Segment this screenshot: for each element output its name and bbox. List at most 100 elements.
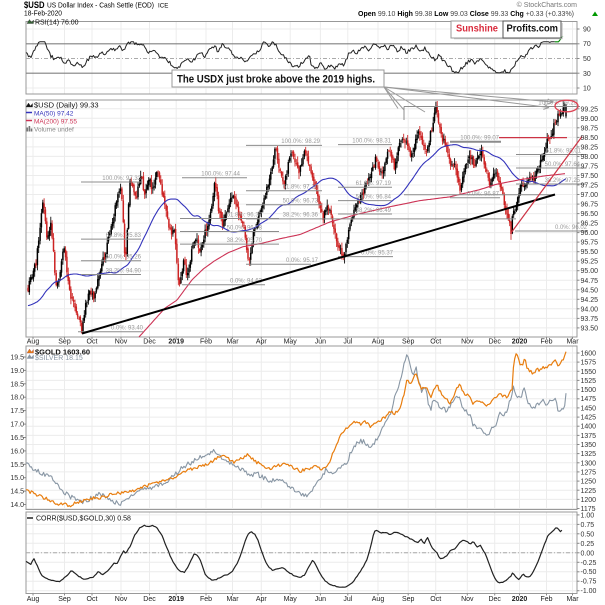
svg-text:Sep: Sep [58,596,71,603]
svg-text:ICE: ICE [158,3,168,10]
svg-text:1175: 1175 [581,506,596,513]
svg-text:0.25: 0.25 [581,541,595,548]
svg-text:1225: 1225 [581,488,597,495]
svg-text:61.8%: 95.83: 61.8%: 95.83 [106,233,142,239]
svg-text:100.0%: 99.25: 100.0%: 99.25 [538,100,577,106]
svg-text:94.25: 94.25 [581,297,599,304]
svg-text:100.0%: 99.07: 100.0%: 99.07 [460,136,499,142]
svg-text:Dec: Dec [143,596,156,603]
svg-text:Nov: Nov [461,339,474,346]
svg-text:Apr: Apr [256,339,268,346]
svg-text:50.0%: 96.73: 50.0%: 96.73 [283,199,319,205]
svg-text:2019: 2019 [168,339,184,346]
svg-text:97.25: 97.25 [581,183,599,190]
svg-text:1400: 1400 [581,424,597,431]
svg-text:0.75: 0.75 [581,522,595,529]
svg-text:1300: 1300 [581,460,597,467]
svg-text:50.0%: 96.03: 50.0%: 96.03 [227,225,263,231]
svg-text:Mar: Mar [566,596,579,603]
svg-text:90: 90 [583,27,591,34]
svg-text:99.25: 99.25 [581,106,599,113]
svg-text:61.8%: 97.19: 61.8%: 97.19 [356,181,392,187]
svg-text:61.8%: 97.10: 61.8%: 97.10 [283,185,319,191]
svg-text:96.75: 96.75 [581,202,599,209]
svg-text:Sep: Sep [58,339,71,346]
svg-text:Oct: Oct [430,339,441,346]
svg-text:1350: 1350 [581,442,597,449]
svg-text:1575: 1575 [581,360,597,367]
svg-text:Oct: Oct [87,596,98,603]
svg-text:0.0%: 94.63: 0.0%: 94.63 [230,279,263,285]
svg-text:Open 99.10 High 99.38 Low 99.0: Open 99.10 High 99.38 Low 99.03 Close 99… [358,11,574,18]
svg-text:Sep: Sep [402,339,415,346]
svg-text:Jul: Jul [343,339,352,346]
svg-text:0.0%: 96.02: 0.0%: 96.02 [555,225,588,231]
svg-text:2019: 2019 [168,596,184,603]
svg-text:Nov: Nov [115,339,128,346]
svg-text:Oct: Oct [87,339,98,346]
svg-text:50.0%: 97.64: 50.0%: 97.64 [545,162,581,168]
svg-text:30: 30 [583,71,591,78]
svg-text:Mar: Mar [566,339,579,346]
svg-text:Mar: Mar [226,596,239,603]
svg-text:1500: 1500 [581,387,597,394]
svg-text:Profits.com: Profits.com [507,23,559,35]
svg-text:Jun: Jun [315,339,326,346]
svg-text:-0.75: -0.75 [581,579,597,586]
svg-text:0.0%: 93.40: 0.0%: 93.40 [111,326,144,332]
svg-text:98.25: 98.25 [581,144,599,151]
svg-text:-1.00: -1.00 [581,588,597,595]
svg-text:96.00: 96.00 [581,230,599,237]
svg-text:93.75: 93.75 [581,316,599,323]
svg-text:94.50: 94.50 [581,287,599,294]
svg-text:Oct: Oct [430,596,441,603]
svg-text:96.25: 96.25 [581,221,599,228]
svg-text:2020: 2020 [512,339,528,346]
svg-text:Nov: Nov [115,596,128,603]
svg-text:May: May [284,339,298,346]
svg-text:Volume undef: Volume undef [34,127,74,134]
svg-text:May: May [284,596,298,603]
svg-text:38.2%: 94.90: 38.2%: 94.90 [106,268,142,274]
svg-text:18.5: 18.5 [10,381,24,388]
svg-text:50.0%: 96.84: 50.0%: 96.84 [356,194,392,200]
svg-text:14.5: 14.5 [10,489,24,496]
svg-text:$USD: $USD [24,0,45,11]
svg-text:38.2%: 96.36: 38.2%: 96.36 [283,213,319,219]
svg-text:18-Feb-2020: 18-Feb-2020 [24,9,62,18]
svg-text:98.00: 98.00 [581,154,599,161]
svg-text:Feb: Feb [200,339,212,346]
svg-text:1325: 1325 [581,451,597,458]
svg-text:38.2%: 95.70: 38.2%: 95.70 [227,238,263,244]
svg-text:1600: 1600 [581,351,597,358]
svg-text:1250: 1250 [581,479,597,486]
svg-text:1475: 1475 [581,396,597,403]
svg-text:98.75: 98.75 [581,125,599,132]
svg-text:MA(50) 97.42: MA(50) 97.42 [34,111,74,118]
svg-text:100.0%: 97.33: 100.0%: 97.33 [102,176,141,182]
svg-text:100.0%: 98.29: 100.0%: 98.29 [281,139,320,145]
svg-text:Apr: Apr [256,596,268,603]
svg-text:1200: 1200 [581,497,597,504]
svg-text:Feb: Feb [540,339,552,346]
svg-text:1275: 1275 [581,469,597,476]
svg-text:$SILVER 18.15: $SILVER 18.15 [35,355,83,362]
svg-text:MA(200) 97.55: MA(200) 97.55 [34,119,77,126]
svg-text:16.0: 16.0 [10,448,24,455]
svg-text:Dec: Dec [143,339,156,346]
svg-text:Aug: Aug [372,339,385,346]
svg-text:10: 10 [583,86,591,93]
svg-text:100.0%: 98.31: 100.0%: 98.31 [352,138,391,144]
svg-text:Dec: Dec [488,596,501,603]
svg-text:The USDX just broke above the: The USDX just broke above the 2019 highs… [177,74,375,86]
svg-text:-0.25: -0.25 [581,560,597,567]
svg-text:US Dollar Index - Cash Settle: US Dollar Index - Cash Settle (EOD) [47,1,154,10]
svg-text:15.0: 15.0 [10,475,24,482]
svg-text:95.75: 95.75 [581,240,599,247]
svg-text:38.2%: 97.25: 38.2%: 97.25 [545,178,581,184]
svg-text:97.50: 97.50 [581,173,599,180]
svg-text:95.50: 95.50 [581,249,599,256]
svg-text:94.75: 94.75 [581,278,599,285]
svg-text:Mar: Mar [226,339,239,346]
svg-text:Nov: Nov [461,596,474,603]
